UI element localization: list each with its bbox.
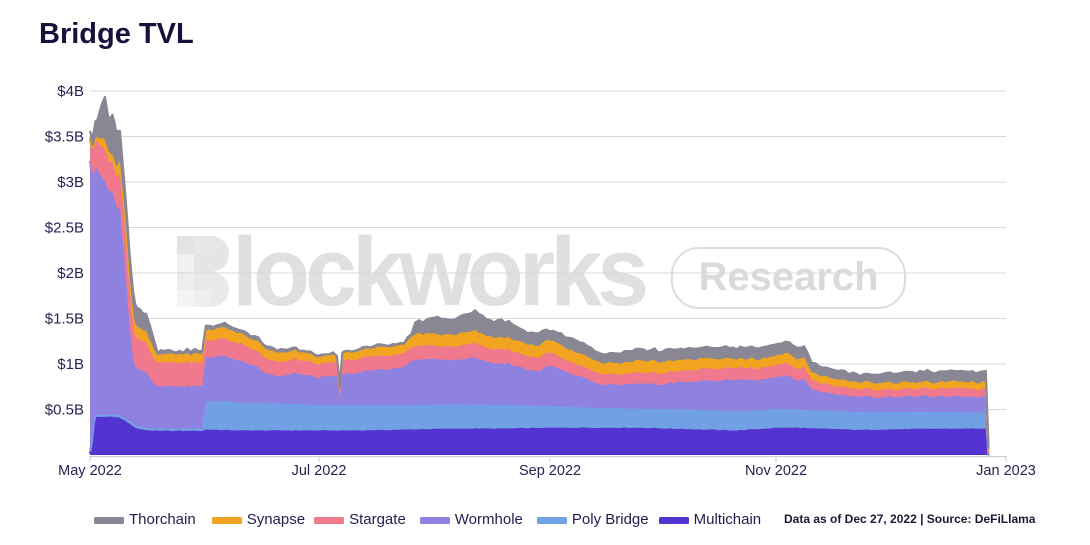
svg-text:$3B: $3B xyxy=(57,174,84,191)
svg-text:Jan 2023: Jan 2023 xyxy=(976,463,1036,479)
svg-text:$1B: $1B xyxy=(57,356,84,373)
svg-text:May 2022: May 2022 xyxy=(58,463,122,479)
svg-text:Jul 2022: Jul 2022 xyxy=(292,463,347,479)
svg-text:$2B: $2B xyxy=(57,265,84,282)
svg-text:Nov 2022: Nov 2022 xyxy=(745,463,807,479)
svg-text:$3.5B: $3.5B xyxy=(45,129,84,146)
svg-text:$0.5B: $0.5B xyxy=(45,402,84,419)
svg-text:$1.5B: $1.5B xyxy=(45,311,84,328)
svg-text:Sep 2022: Sep 2022 xyxy=(519,463,581,479)
svg-text:$4B: $4B xyxy=(57,83,84,100)
svg-text:$2.5B: $2.5B xyxy=(45,220,84,237)
